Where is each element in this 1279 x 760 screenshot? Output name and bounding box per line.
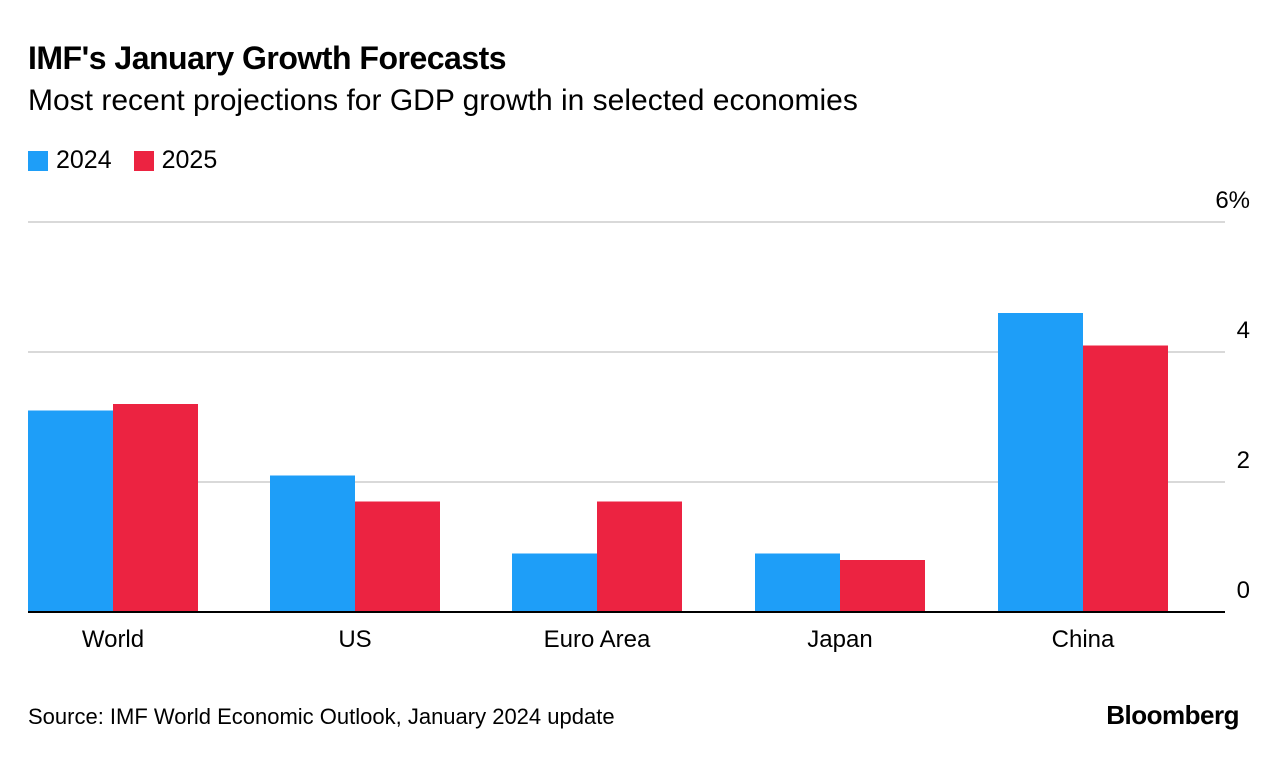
x-tick-label: US xyxy=(338,626,371,653)
y-tick-label: 2 xyxy=(1237,447,1250,474)
bar-2024-us xyxy=(270,475,355,612)
y-tick-label: 6% xyxy=(1215,187,1250,214)
bar-2025-china xyxy=(1083,345,1168,612)
legend-swatch-2025 xyxy=(133,150,154,171)
y-tick-label: 4 xyxy=(1237,317,1250,344)
chart-title: IMF's January Growth Forecasts xyxy=(28,40,507,76)
x-tick-label: World xyxy=(82,626,144,653)
x-tick-label: Japan xyxy=(807,626,872,653)
legend: 2024 2025 xyxy=(28,146,239,175)
y-tick-label: 0 xyxy=(1237,577,1250,604)
bar-2024-china xyxy=(998,313,1083,612)
bloomberg-logo: Bloomberg xyxy=(1106,700,1239,730)
bar-2024-japan xyxy=(755,553,840,612)
bar-2025-japan xyxy=(840,560,925,612)
bar-2024-euro-area xyxy=(512,553,597,612)
legend-label-2024: 2024 xyxy=(56,146,112,174)
legend-swatch-2024 xyxy=(28,150,48,171)
chart-subtitle: Most recent projections for GDP growth i… xyxy=(28,84,858,117)
x-tick-label: Euro Area xyxy=(544,626,651,653)
legend-item-2025: 2025 xyxy=(133,146,218,175)
source-note: Source: IMF World Economic Outlook, Janu… xyxy=(28,704,615,729)
legend-item-2024: 2024 xyxy=(28,146,112,175)
bar-2025-us xyxy=(355,501,440,612)
bar-2025-euro-area xyxy=(597,501,682,612)
bar-2024-world xyxy=(28,410,113,612)
legend-label-2025: 2025 xyxy=(161,146,218,174)
x-tick-label: China xyxy=(1052,626,1115,653)
bar-2025-world xyxy=(113,404,198,612)
